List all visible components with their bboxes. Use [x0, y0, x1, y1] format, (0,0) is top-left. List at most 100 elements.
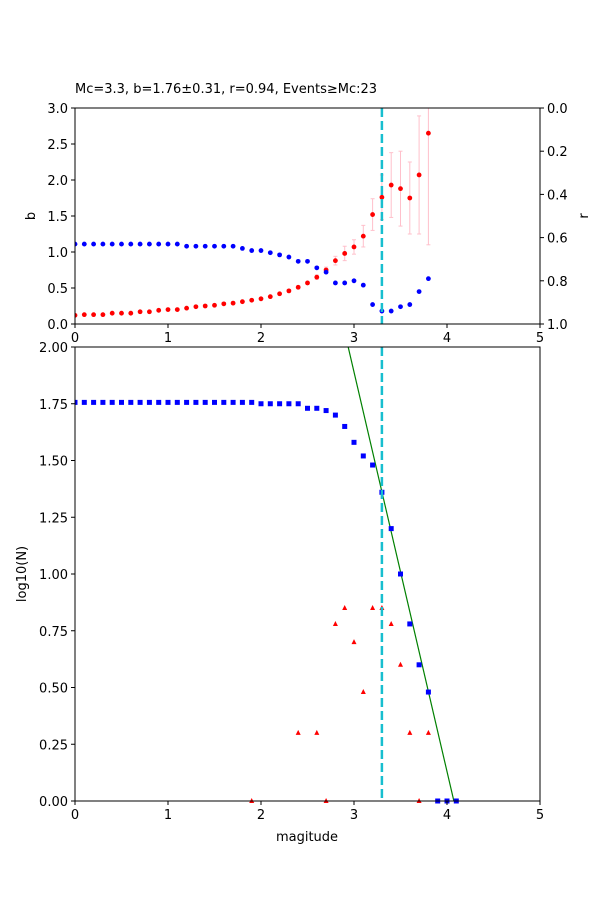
y-tick-label: 0.5 [47, 282, 68, 297]
cumulative-point [416, 662, 422, 668]
b-point [128, 310, 134, 316]
r-point [407, 302, 413, 307]
x-tick-label: 1 [164, 808, 172, 823]
r-point [193, 243, 199, 249]
cumulative-point [202, 399, 208, 405]
cumulative-point [109, 399, 115, 405]
b-point [277, 291, 282, 297]
bottom-axes-frame [74, 346, 541, 802]
b-point [333, 258, 338, 264]
noncumulative-point [351, 639, 357, 645]
r-point [370, 302, 375, 307]
cumulative-point [342, 423, 348, 429]
cumulative-point [75, 399, 78, 405]
b-point [370, 212, 375, 217]
r-point [388, 308, 394, 314]
y-tick-label: 1.25 [39, 511, 68, 526]
b-point [342, 251, 348, 256]
b-point [398, 186, 403, 192]
r-point [249, 248, 255, 253]
b-point [137, 309, 143, 315]
top-axes: 0 1 2 3 4 5 0.0 0.5 1.0 1.5 2.0 2.5 3.0 0.0 0.2 0.4 0.6 0… [47, 102, 568, 346]
noncumulative-point [332, 620, 338, 626]
r-point [75, 241, 78, 247]
noncumulative-point [342, 605, 348, 611]
r-point [230, 243, 236, 249]
cumulative-point [286, 401, 292, 407]
y-right-tick-label: 0.2 [547, 145, 568, 160]
noncumulative-point [295, 729, 301, 735]
cumulative-point [119, 399, 124, 405]
r-point [119, 241, 124, 247]
noncumulative-point [388, 620, 394, 626]
noncumulative-point [407, 729, 413, 735]
x-tick-label: 0 [71, 808, 79, 823]
b-point [100, 312, 106, 318]
b-point [426, 130, 431, 136]
r-point [426, 276, 431, 282]
x-tick-label: 0 [71, 331, 79, 346]
r-point [147, 241, 152, 247]
b-point [379, 194, 385, 200]
r-point [286, 254, 292, 260]
r-point [212, 243, 217, 249]
y-right-tick-label: 0.6 [547, 232, 568, 247]
cumulative-point [174, 399, 180, 405]
cumulative-point [91, 399, 97, 405]
r-point [81, 241, 87, 247]
r-point [156, 241, 162, 247]
cumulative-point [370, 462, 376, 468]
top-ylabel-right: r [577, 213, 592, 219]
cumulative-point [332, 412, 338, 418]
b-point [156, 307, 162, 313]
bottom-ylabel: log10(N) [15, 546, 30, 602]
cumulative-point [249, 399, 255, 405]
b-point [240, 299, 245, 305]
y-tick-label: 3.0 [47, 102, 68, 117]
r-point [184, 243, 190, 249]
x-tick-label: 4 [443, 331, 451, 346]
top-chart-title: Mc=3.3, b=1.76±0.31, r=0.94, Events≥Mc:2… [75, 82, 377, 97]
b-point [184, 305, 190, 311]
x-tick-label: 3 [350, 808, 358, 823]
r-point [165, 241, 171, 247]
cumulative-point [128, 399, 134, 405]
y-tick-label: 0.00 [39, 795, 68, 810]
r-point [240, 246, 245, 251]
x-tick-label: 5 [536, 331, 544, 346]
r-point [323, 269, 329, 275]
top-axes-frame [74, 107, 541, 325]
cumulative-point [277, 401, 283, 407]
x-tick-label: 2 [257, 808, 265, 823]
r-point [267, 250, 273, 256]
r-point [295, 258, 301, 264]
cumulative-point [137, 399, 143, 405]
y-tick-label: 0.50 [39, 682, 68, 697]
cumulative-point [165, 399, 171, 405]
cumulative-point [267, 401, 273, 407]
cumulative-point [81, 399, 87, 405]
b-point [75, 312, 78, 318]
noncumulative-point [314, 729, 320, 735]
bottom-plot-area [75, 347, 459, 804]
r-point [342, 280, 348, 286]
b-point [91, 312, 96, 318]
b-point [212, 302, 217, 308]
b-point [360, 233, 366, 239]
y-right-tick-label: 0.0 [547, 102, 568, 117]
y-tick-label: 0.25 [39, 738, 68, 753]
b-point [258, 296, 264, 302]
b-point [416, 172, 422, 178]
r-point [174, 241, 180, 247]
noncumulative-point [360, 689, 366, 695]
y-tick-label: 1.50 [39, 455, 68, 470]
b-point [119, 310, 124, 316]
b-point [202, 303, 208, 309]
x-tick-label: 1 [164, 331, 172, 346]
cumulative-point [305, 405, 310, 411]
y-tick-label: 1.5 [47, 210, 68, 225]
cumulative-point [323, 408, 329, 414]
cumulative-point [239, 399, 245, 405]
top-plot-area [75, 108, 431, 318]
b-point [193, 304, 199, 310]
